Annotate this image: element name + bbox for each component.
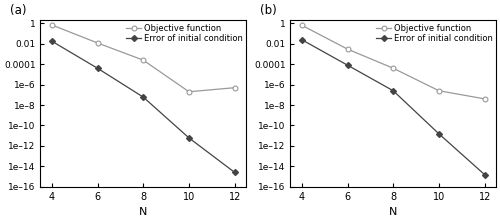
Objective function xyxy=(390,67,396,70)
X-axis label: N: N xyxy=(389,207,398,217)
Objective function xyxy=(140,59,146,61)
Error of initial condition xyxy=(94,67,100,70)
Error of initial condition xyxy=(299,38,305,41)
Legend: Objective function, Error of initial condition: Objective function, Error of initial con… xyxy=(376,23,494,44)
X-axis label: N: N xyxy=(139,207,147,217)
Objective function xyxy=(49,24,55,26)
Error of initial condition xyxy=(232,171,237,174)
Objective function xyxy=(232,86,237,89)
Error of initial condition xyxy=(49,40,55,42)
Line: Objective function: Objective function xyxy=(50,23,237,94)
Error of initial condition xyxy=(344,64,350,67)
Error of initial condition xyxy=(436,133,442,135)
Objective function xyxy=(482,97,488,100)
Line: Error of initial condition: Error of initial condition xyxy=(50,39,237,175)
Text: (b): (b) xyxy=(260,4,276,17)
Error of initial condition xyxy=(482,173,488,176)
Text: (a): (a) xyxy=(10,4,26,17)
Objective function xyxy=(344,48,350,50)
Error of initial condition xyxy=(390,90,396,92)
Line: Objective function: Objective function xyxy=(300,23,487,101)
Line: Error of initial condition: Error of initial condition xyxy=(300,38,487,177)
Objective function xyxy=(186,90,192,93)
Error of initial condition xyxy=(186,137,192,139)
Objective function xyxy=(299,24,305,27)
Objective function xyxy=(436,90,442,92)
Objective function xyxy=(94,42,100,44)
Legend: Objective function, Error of initial condition: Objective function, Error of initial con… xyxy=(126,23,244,44)
Error of initial condition xyxy=(140,96,146,98)
